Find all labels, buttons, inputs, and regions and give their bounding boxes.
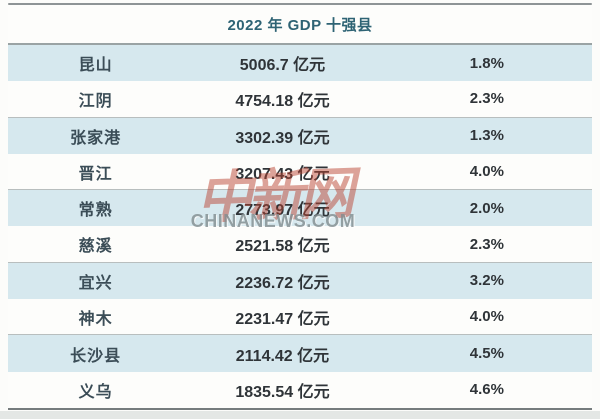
table-row: 慈溪 2521.58 亿元 2.3%	[8, 226, 592, 263]
gdp-value-cell: 2773.97 亿元	[235, 202, 330, 220]
gdp-value-cell: 3207.43 亿元	[235, 165, 330, 183]
growth-rate-cell: 2.3%	[469, 235, 504, 253]
growth-rate-cell: 2.3%	[469, 90, 504, 108]
table-row: 神木 2231.47 亿元 4.0%	[8, 299, 592, 336]
county-name-cell: 长沙县	[70, 347, 122, 365]
county-name-cell: 常熟	[78, 202, 113, 220]
county-name-cell: 江阴	[78, 92, 113, 110]
growth-rate-cell: 3.2%	[469, 272, 504, 290]
county-name-cell: 宜兴	[78, 274, 113, 292]
table-row: 常熟 2773.97 亿元 2.0%	[8, 190, 592, 227]
gdp-value-cell: 3302.39 亿元	[235, 129, 330, 147]
county-name-cell: 义乌	[78, 383, 113, 401]
gdp-value-cell: 4754.18 亿元	[235, 92, 330, 110]
growth-rate-cell: 4.6%	[469, 381, 504, 399]
table-row: 张家港 3302.39 亿元 1.3%	[8, 117, 592, 154]
growth-rate-cell: 1.8%	[469, 54, 504, 72]
table-row: 昆山 5006.7 亿元 1.8%	[8, 45, 592, 82]
county-name-cell: 慈溪	[78, 238, 113, 256]
county-name-cell: 张家港	[70, 129, 122, 147]
county-name-cell: 晋江	[78, 165, 113, 183]
table-row: 义乌 1835.54 亿元 4.6%	[8, 371, 592, 408]
gdp-value-cell: 2231.47 亿元	[235, 310, 330, 328]
table-title-row: 2022 年 GDP 十强县	[8, 5, 592, 45]
growth-rate-cell: 1.3%	[469, 127, 504, 145]
table-row: 宜兴 2236.72 亿元 3.2%	[8, 262, 592, 300]
table-top-border	[8, 3, 592, 5]
bottom-margin-strip	[0, 411, 600, 419]
table: 2022 年 GDP 十强县 昆山 5006.7 亿元 1.8% 江阴 4754…	[8, 3, 592, 410]
page-title: 2022 年 GDP 十强县	[227, 16, 373, 34]
gdp-value-cell: 2114.42 亿元	[235, 347, 330, 365]
table-body: 昆山 5006.7 亿元 1.8% 江阴 4754.18 亿元 2.3% 张家港…	[8, 45, 592, 410]
gdp-value-cell: 2236.72 亿元	[235, 274, 330, 292]
gdp-value-cell: 1835.54 亿元	[235, 383, 330, 401]
growth-rate-cell: 4.0%	[469, 308, 504, 326]
table-row: 长沙县 2114.42 亿元 4.5%	[8, 335, 592, 372]
growth-rate-cell: 4.0%	[469, 163, 504, 181]
table-row: 江阴 4754.18 亿元 2.3%	[8, 81, 592, 118]
growth-rate-cell: 2.0%	[469, 199, 504, 217]
county-name-cell: 昆山	[78, 57, 113, 75]
county-name-cell: 神木	[78, 310, 113, 328]
table-row: 晋江 3207.43 亿元 4.0%	[8, 153, 592, 191]
growth-rate-cell: 4.5%	[469, 345, 504, 363]
gdp-value-cell: 5006.7 亿元	[239, 57, 326, 75]
gdp-value-cell: 2521.58 亿元	[235, 238, 330, 256]
